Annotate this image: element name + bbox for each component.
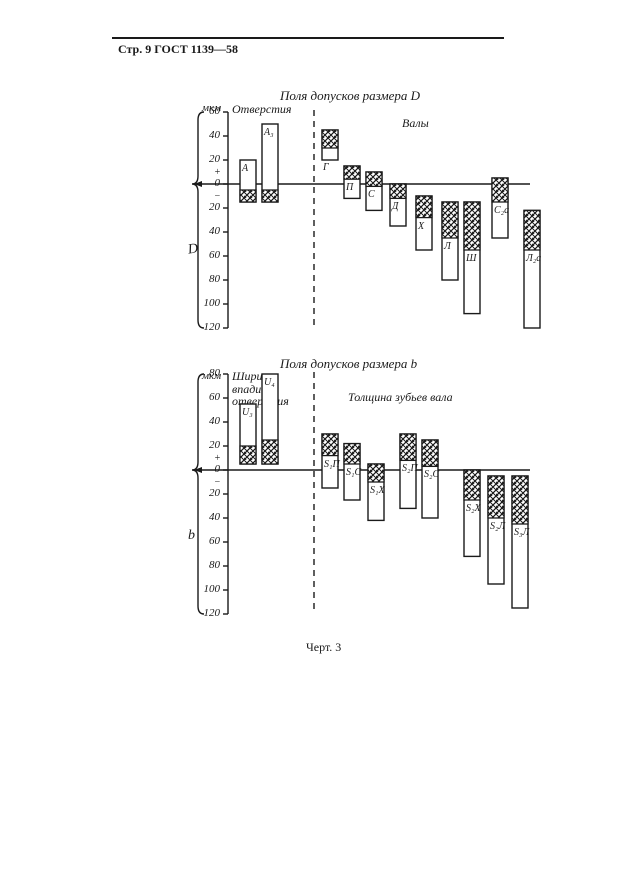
c1-tick-label: 20 (196, 153, 220, 165)
c2-bar-label: S₂С (424, 469, 439, 480)
c1-bar-label: П (346, 182, 353, 193)
c1-tick-label: 120 (196, 321, 220, 333)
c1-bar-label: Х (418, 221, 424, 232)
c1-bar-label: Д (392, 201, 398, 212)
c2-tick-label: 40 (196, 511, 220, 523)
c2-tick-label: 80 (196, 367, 220, 379)
c1-tick-label: 40 (196, 129, 220, 141)
c2-bar-label: S₁С (346, 467, 361, 478)
c2-bar-label: U₃ (242, 407, 253, 418)
c2-tick-label: 60 (196, 535, 220, 547)
c1-tick-label: 100 (196, 297, 220, 309)
chart2-svg: +− (178, 364, 550, 624)
c2-tick-label: 40 (196, 415, 220, 427)
c2-bar-label: S₂Х (466, 503, 481, 514)
c2-tick-label: 60 (196, 391, 220, 403)
c2-tick-label: 120 (196, 607, 220, 619)
c1-tick-label: 80 (196, 273, 220, 285)
c1-bar-label: С₂а (494, 205, 509, 216)
page-header: Стр. 9 ГОСТ 1139—58 (118, 42, 238, 57)
c1-tick-label: 40 (196, 225, 220, 237)
c2-bar-label: S₃Л (514, 527, 529, 538)
c2-tick-label: 20 (196, 439, 220, 451)
c1-tick-label: 20 (196, 201, 220, 213)
c1-tick-label: 60 (196, 105, 220, 117)
c1-bar-label: Ш (466, 253, 476, 264)
c1-bar-label: А₃ (264, 127, 274, 138)
c1-bar-label: Л₂а (526, 253, 541, 264)
c1-bar-label: Г (323, 162, 329, 173)
c1-tick-label: 0 (196, 177, 220, 189)
chart1-svg: +− (178, 102, 550, 338)
c2-tick-label: 80 (196, 559, 220, 571)
c2-tick-label: 100 (196, 583, 220, 595)
c1-bar-label: Л (444, 241, 451, 252)
c2-tick-label: 20 (196, 487, 220, 499)
c2-tick-label: 0 (196, 463, 220, 475)
figure-caption: Черт. 3 (306, 640, 341, 655)
c2-bar-label: S₁П (324, 459, 340, 470)
c2-bar-label: S₂Л (490, 521, 505, 532)
c2-bar-label: S₂П (402, 463, 418, 474)
header-rule (112, 37, 504, 39)
c1-bar-label: С (368, 189, 375, 200)
c2-bar-label: S₁Х (370, 485, 385, 496)
c1-tick-label: 60 (196, 249, 220, 261)
c2-bar-label: U₄ (264, 377, 275, 388)
c1-bar-label: А (242, 163, 248, 174)
